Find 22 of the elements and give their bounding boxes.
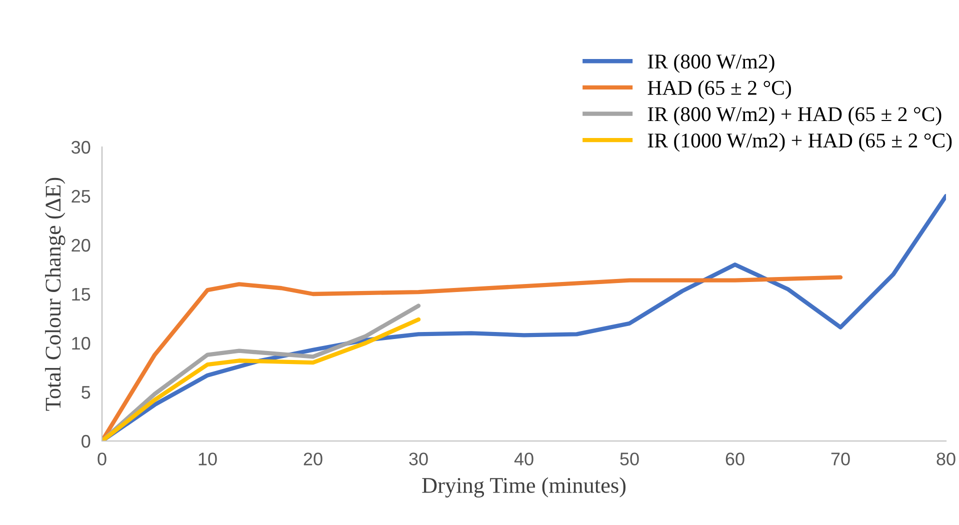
legend-label: IR (800 W/m2) + HAD (65 ± 2 °C) <box>648 106 942 126</box>
x-tick-label: 60 <box>726 452 744 466</box>
x-tick-label: 70 <box>831 452 850 466</box>
y-tick-label: 10 <box>72 336 90 350</box>
x-tick-label: 20 <box>304 452 322 466</box>
y-tick-label: 30 <box>71 140 90 154</box>
y-axis-title: Total Colour Change (ΔE) <box>45 178 66 411</box>
y-tick-label: 0 <box>82 434 90 448</box>
legend-label: HAD (65 ± 2 °C) <box>648 80 791 100</box>
x-tick-label: 80 <box>936 452 956 466</box>
x-tick-label: 50 <box>620 452 639 466</box>
y-tick-label: 20 <box>72 238 90 252</box>
x-axis-title: Drying Time (minutes) <box>422 477 626 498</box>
y-tick-label: 5 <box>82 386 90 399</box>
y-tick-label: 25 <box>72 190 90 203</box>
legend-label: IR (800 W/m2) <box>648 54 774 73</box>
x-tick-label: 30 <box>409 452 428 466</box>
legend-label: IR (1000 W/m2) + HAD (65 ± 2 °C) <box>648 132 952 152</box>
y-tick-label: 15 <box>72 288 90 301</box>
x-tick-label: 10 <box>198 452 217 466</box>
x-tick-label: 40 <box>514 452 534 466</box>
x-tick-label: 0 <box>98 452 106 466</box>
